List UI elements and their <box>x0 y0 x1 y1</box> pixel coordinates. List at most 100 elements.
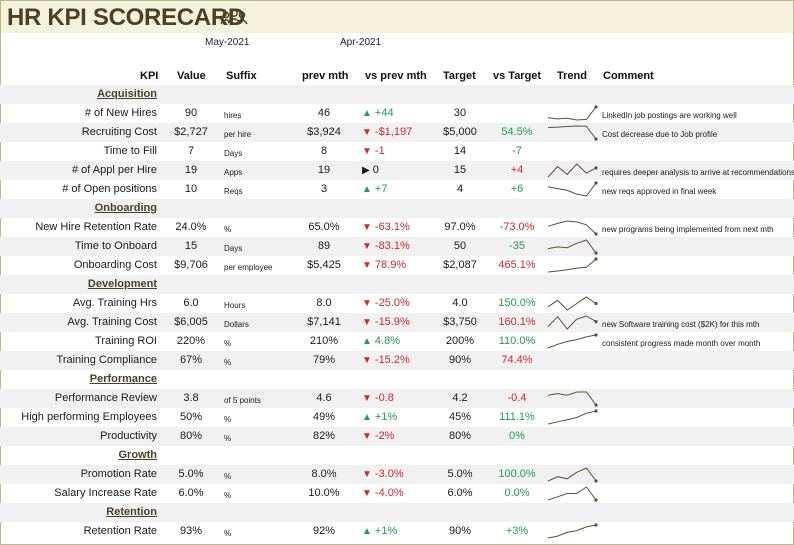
trend-end-point <box>594 301 598 306</box>
vs-prev-month-value: 4.8% <box>374 335 400 347</box>
target-value: 97.0% <box>444 221 476 233</box>
header-comment: Comment <box>603 70 654 82</box>
trend-sparkline <box>547 467 598 483</box>
vs-prev-month: ▲ 4.8% <box>362 335 400 348</box>
table-row: Recruiting Cost $2,727 per hire $3,924 ▼ -$1,… <box>0 123 794 142</box>
prev-month-value: 65.0% <box>308 221 340 233</box>
down-triangle-icon: ▼ <box>362 431 372 442</box>
target-value: 15 <box>453 164 467 176</box>
vs-target-value: 54.5% <box>501 126 533 138</box>
table-row: Retention Rate 93%% 92% ▲ +1% 90% +3% <box>0 522 794 541</box>
target-value: 50 <box>453 240 467 252</box>
kpi-value: $9,706 <box>174 259 208 271</box>
trend-end-point <box>594 232 598 236</box>
vs-prev-month-value: -0.8 <box>374 392 394 404</box>
trend-line <box>547 296 597 311</box>
up-triangle-icon: ▲ <box>362 526 372 537</box>
target-value: 14 <box>453 145 467 157</box>
vs-prev-month-value: 78.9% <box>374 259 407 271</box>
trend-end-point <box>594 257 598 261</box>
kpi-comment: new programs being implemented from next… <box>602 225 774 234</box>
section-row: Performance <box>0 370 794 389</box>
down-triangle-icon: ▼ <box>362 393 372 404</box>
trend-sparkline <box>547 257 598 273</box>
kpi-value: 15 <box>184 240 198 252</box>
table-row: Training ROI 220%% 210% ▲ 4.8% 200% 110.0% cons… <box>0 332 794 351</box>
up-triangle-icon: ▲ <box>362 336 372 347</box>
vs-prev-month: ▼ -4.0% <box>362 487 404 500</box>
prev-month-value: 82% <box>312 430 336 442</box>
trend-sparkline <box>547 391 598 407</box>
section-row: Growth <box>0 446 794 465</box>
kpi-name: Recruiting Cost <box>81 126 157 138</box>
header-vs-target: vs Target <box>493 70 542 82</box>
trend-sparkline <box>547 125 598 141</box>
table-row: Salary Increase Rate 6.0%% 10.0% ▼ -4.0% 6.0%… <box>0 484 794 503</box>
target-value: 5.0% <box>447 468 473 480</box>
vs-prev-month: ▼ -1 <box>362 145 385 158</box>
vs-target-value: +4 <box>510 164 524 176</box>
kpi-value: 10 <box>184 183 198 195</box>
vs-target-value: 150.0% <box>498 297 536 309</box>
up-triangle-icon: ▲ <box>362 108 372 119</box>
trend-line <box>547 106 597 121</box>
vs-target-value: 74.4% <box>501 354 533 366</box>
down-triangle-icon: ▼ <box>362 260 372 271</box>
table-row: Avg. Training Hrs 6.0 Hours 8.0 ▼ -25.0% 4.0 15… <box>0 294 794 313</box>
up-triangle-icon: ▲ <box>362 412 372 423</box>
kpi-name: Training ROI <box>95 335 157 347</box>
kpi-suffix: hires <box>224 111 242 120</box>
vs-prev-month-value: -2% <box>374 430 395 442</box>
kpi-value: 93% <box>179 525 203 537</box>
header-suffix: Suffix <box>226 70 257 82</box>
table-row: Productivity 80%% 82% ▼ -2% 80% 0% <box>0 427 794 446</box>
table-row: # of Open positions 10 Reqs 3 ▲ +7 4 +6 new reqs… <box>0 180 794 199</box>
table-row: # of New Hires 90 hires 46 ▲ +44 30 LinkedIn jo… <box>0 104 794 123</box>
page-title: HR KPI SCORECARD <box>7 4 245 31</box>
target-value: 200% <box>445 335 475 347</box>
kpi-suffix: % <box>224 415 232 424</box>
vs-prev-month: ▶ 0 <box>362 164 379 177</box>
trend-end-point <box>594 523 598 527</box>
section-row: Development <box>0 275 794 294</box>
section-row: Onboarding <box>0 199 794 218</box>
section-title: Onboarding <box>94 202 157 214</box>
trend-sparkline <box>547 163 598 178</box>
kpi-name: High performing Employees <box>21 411 157 423</box>
trend-end-point <box>594 333 598 337</box>
trend-end-point <box>594 166 598 170</box>
trend-sparkline <box>547 220 598 236</box>
down-triangle-icon: ▼ <box>362 146 372 157</box>
table-row: Onboarding Cost $9,706 per employee $5,425 ▼… <box>0 256 794 275</box>
kpi-value: $2,727 <box>174 126 208 138</box>
vs-prev-month: ▼ -63.1% <box>362 221 410 234</box>
section-title: Development <box>87 278 157 290</box>
kpi-name: New Hire Retention Rate <box>35 221 157 233</box>
vs-prev-month-value: +1% <box>374 411 398 423</box>
trend-line <box>547 391 597 406</box>
table-row: # of Appl per Hire 19 Apps 19 ▶ 0 15 +4 requires… <box>0 161 794 180</box>
vs-prev-month-value: -15.2% <box>374 354 410 366</box>
down-triangle-icon: ▼ <box>362 317 372 328</box>
section-title: Acquisition <box>97 88 157 100</box>
vs-prev-month-value: -63.1% <box>374 221 410 233</box>
kpi-value: 67% <box>179 354 203 366</box>
vs-target-value: 110.0% <box>498 335 536 347</box>
trend-line <box>547 486 597 501</box>
prev-month-value: $7,141 <box>307 316 341 328</box>
target-value: 45% <box>448 411 472 423</box>
trend-line <box>547 410 597 425</box>
trend-line <box>547 334 597 349</box>
vs-target-value: 0.0% <box>504 487 530 499</box>
header-kpi: KPI <box>140 70 159 82</box>
down-triangle-icon: ▼ <box>362 488 372 499</box>
kpi-suffix: % <box>224 339 232 348</box>
table-row: Training Compliance 67%% 79% ▼ -15.2% 90% 74.4… <box>0 351 794 370</box>
kpi-name: Retention Rate <box>83 525 157 537</box>
vs-prev-month: ▼ 78.9% <box>362 259 406 272</box>
vs-target-value: -73.0% <box>499 221 535 233</box>
kpi-suffix: of 5 points <box>224 396 261 405</box>
kpi-name: Time to Fill <box>103 145 157 157</box>
table-row: High performing Employees 50%% 49% ▲ +1% 45% 1… <box>0 408 794 427</box>
vs-prev-month-value: -1 <box>374 145 385 157</box>
